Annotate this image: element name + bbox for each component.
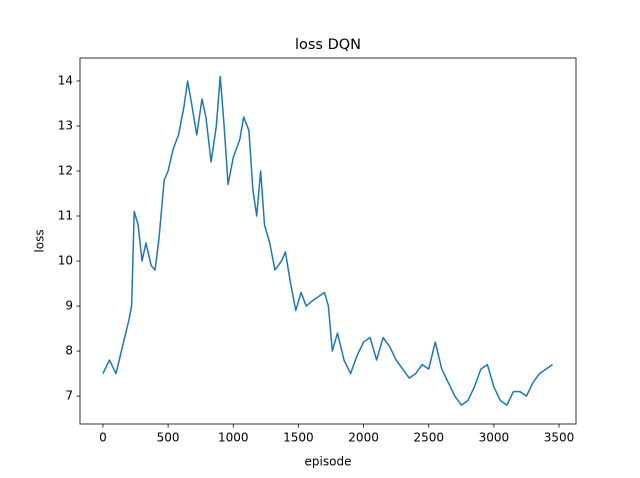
plot-frame xyxy=(79,57,577,425)
x-tick-label: 500 xyxy=(157,431,180,445)
chart-title: loss DQN xyxy=(295,37,361,53)
y-tick-label: 7 xyxy=(65,389,73,403)
y-tick-label: 14 xyxy=(58,73,73,87)
y-tick-label: 8 xyxy=(65,344,73,358)
y-tick-label: 11 xyxy=(58,209,73,223)
x-tick-label: 2500 xyxy=(413,431,444,445)
y-tick-label: 13 xyxy=(58,118,73,132)
x-tick-label: 1000 xyxy=(218,431,249,445)
x-axis-label: episode xyxy=(305,455,352,469)
x-tick-label: 2000 xyxy=(348,431,379,445)
x-tick-label: 3500 xyxy=(544,431,575,445)
y-tick-label: 9 xyxy=(65,299,73,313)
x-tick-label: 3000 xyxy=(479,431,510,445)
y-tick-label: 10 xyxy=(58,254,73,268)
x-tick-label: 0 xyxy=(99,431,107,445)
y-axis-label: loss xyxy=(33,229,47,252)
x-tick-label: 1500 xyxy=(283,431,314,445)
y-tick-label: 12 xyxy=(58,163,73,177)
data-line xyxy=(102,75,553,406)
